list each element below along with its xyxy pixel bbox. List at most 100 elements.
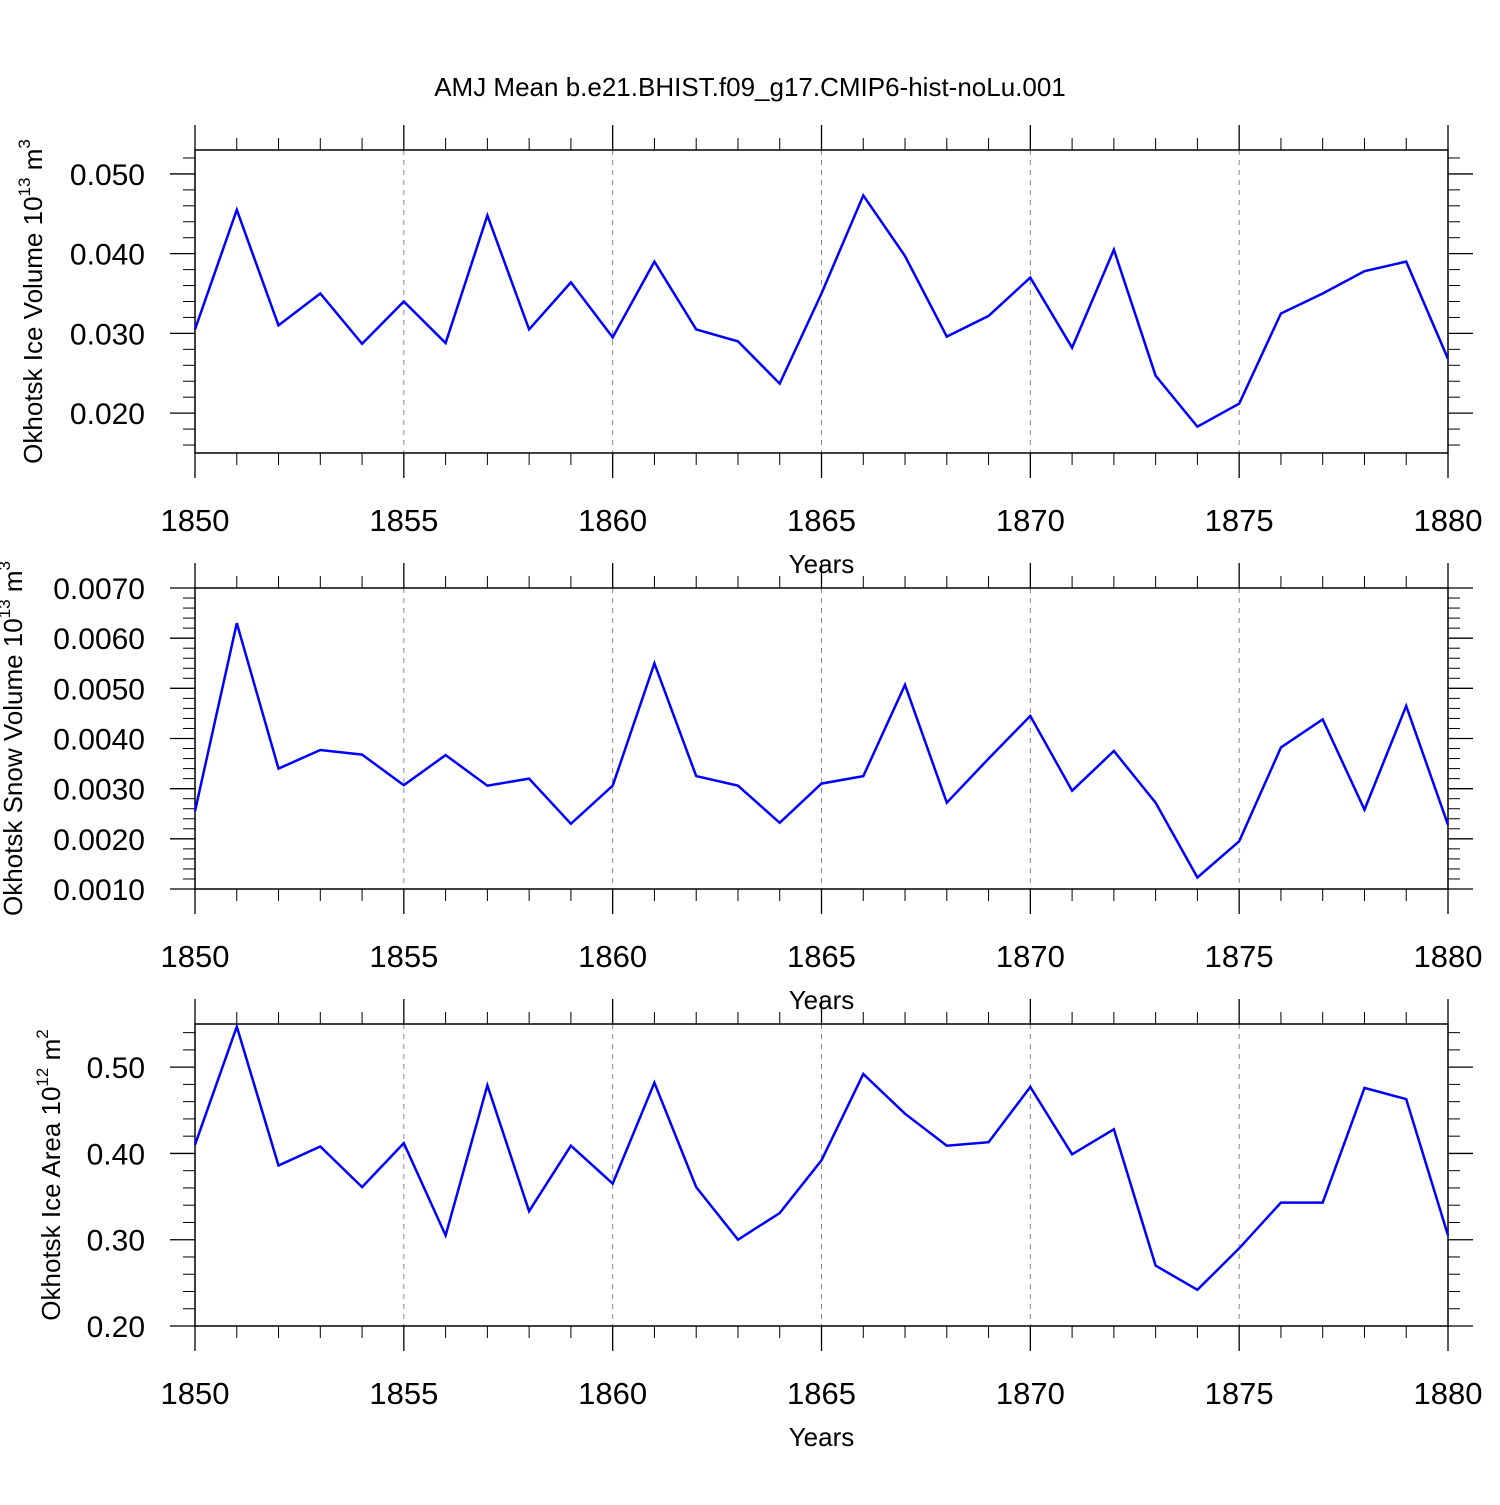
- data-point: [1028, 714, 1032, 718]
- data-point: [444, 1233, 448, 1237]
- panel-2: 0.0010 0.0020 0.0030 0.0040 0.0050 0.0060 0.00…: [0, 561, 1482, 1015]
- y-label-base: 10: [18, 196, 48, 225]
- data-point: [402, 300, 406, 304]
- data-point: [1321, 717, 1325, 721]
- data-point: [527, 1209, 531, 1213]
- data-point: [1028, 1085, 1032, 1089]
- data-point: [987, 1140, 991, 1144]
- data-point: [987, 314, 991, 318]
- series-line: [193, 622, 1450, 880]
- x-tick-label: 1870: [996, 939, 1065, 974]
- y-label-base: 10: [36, 1087, 66, 1116]
- x-axis-label: Years: [789, 1422, 855, 1452]
- data-point: [402, 1141, 406, 1145]
- data-point: [1070, 1152, 1074, 1156]
- y-axis-label: Okhotsk Ice Area 1012 m2: [33, 1029, 66, 1320]
- data-point: [360, 342, 364, 346]
- y-label-pow: 2: [33, 1029, 52, 1038]
- data-point: [694, 327, 698, 331]
- y-tick-label: 0.30: [87, 1225, 145, 1258]
- y-label-unit: m: [18, 149, 48, 178]
- y-tick-label: 0.40: [87, 1138, 145, 1171]
- data-point: [1195, 876, 1199, 880]
- data-point: [527, 327, 531, 331]
- y-axis-label: Okhotsk Ice Volume 1013 m3: [15, 139, 48, 464]
- chart-title: AMJ Mean b.e21.BHIST.f09_g17.CMIP6-hist-…: [434, 72, 1066, 102]
- x-tick-label: 1855: [369, 1376, 438, 1411]
- y-tick-label: 0.050: [70, 159, 145, 192]
- data-point: [1363, 808, 1367, 812]
- data-point: [444, 753, 448, 757]
- y-label-unit: m: [36, 1039, 66, 1068]
- data-point: [485, 784, 489, 788]
- x-tick-label: 1875: [1205, 1376, 1274, 1411]
- data-point: [820, 782, 824, 786]
- data-point: [1279, 312, 1283, 316]
- x-tick-label: 1880: [1414, 939, 1483, 974]
- data-point: [1446, 357, 1450, 361]
- x-tick-label: 1870: [996, 503, 1065, 538]
- y-label-exp: 13: [0, 599, 14, 618]
- data-point: [485, 1083, 489, 1087]
- data-point: [485, 213, 489, 217]
- data-point: [1321, 292, 1325, 296]
- y-tick-label: 0.50: [87, 1052, 145, 1085]
- data-point: [1112, 248, 1116, 252]
- x-tick-label: 1860: [578, 939, 647, 974]
- y-label-name: Okhotsk Snow Volume: [0, 647, 28, 916]
- data-point: [778, 1211, 782, 1215]
- data-point: [193, 809, 197, 813]
- data-point: [318, 748, 322, 752]
- x-tick-label: 1880: [1414, 1376, 1483, 1411]
- data-point: [1446, 823, 1450, 827]
- data-point: [1154, 1264, 1158, 1268]
- x-tick-label: 1850: [161, 1376, 230, 1411]
- series-line: [193, 192, 1450, 429]
- y-tick-label: 0.030: [70, 318, 145, 351]
- data-point: [569, 280, 573, 284]
- data-point: [611, 784, 615, 788]
- data-point: [235, 208, 239, 212]
- y-label-exp: 12: [33, 1068, 52, 1087]
- data-point: [360, 1185, 364, 1189]
- data-point: [277, 1164, 281, 1168]
- data-point: [235, 1025, 239, 1029]
- data-point: [318, 292, 322, 296]
- y-label-name: Okhotsk Ice Area: [36, 1115, 66, 1320]
- data-point: [402, 783, 406, 787]
- x-tick-label: 1875: [1205, 503, 1274, 538]
- data-point: [1070, 346, 1074, 350]
- data-point: [736, 339, 740, 343]
- x-tick-label: 1875: [1205, 939, 1274, 974]
- y-tick-label: 0.040: [70, 239, 145, 272]
- y-tick-label: 0.0060: [53, 623, 145, 656]
- data-point: [1446, 1233, 1450, 1237]
- x-tick-label: 1870: [996, 1376, 1065, 1411]
- data-point: [820, 292, 824, 296]
- x-tick-label: 1855: [369, 939, 438, 974]
- data-point: [1363, 1086, 1367, 1090]
- data-point: [611, 1182, 615, 1186]
- y-tick-label: 0.0040: [53, 724, 145, 757]
- data-point: [1404, 704, 1408, 708]
- data-point: [945, 801, 949, 805]
- data-point: [1112, 749, 1116, 753]
- data-point: [193, 327, 197, 331]
- series-line: [193, 1022, 1450, 1292]
- data-point: [1321, 1201, 1325, 1205]
- data-point: [1070, 789, 1074, 793]
- data-point: [1237, 839, 1241, 843]
- y-tick-label: 0.20: [87, 1311, 145, 1344]
- data-point: [1404, 260, 1408, 264]
- data-point: [1195, 1288, 1199, 1292]
- panel-3: 0.20 0.30 0.40 0.50 1850 1855 1860 1865 1870 1875…: [33, 999, 1482, 1452]
- data-point: [1237, 402, 1241, 406]
- data-point: [652, 260, 656, 264]
- data-point: [1279, 1201, 1283, 1205]
- x-tick-label: 1855: [369, 503, 438, 538]
- data-point: [277, 767, 281, 771]
- data-point: [569, 822, 573, 826]
- y-label-name: Okhotsk Ice Volume: [18, 225, 48, 463]
